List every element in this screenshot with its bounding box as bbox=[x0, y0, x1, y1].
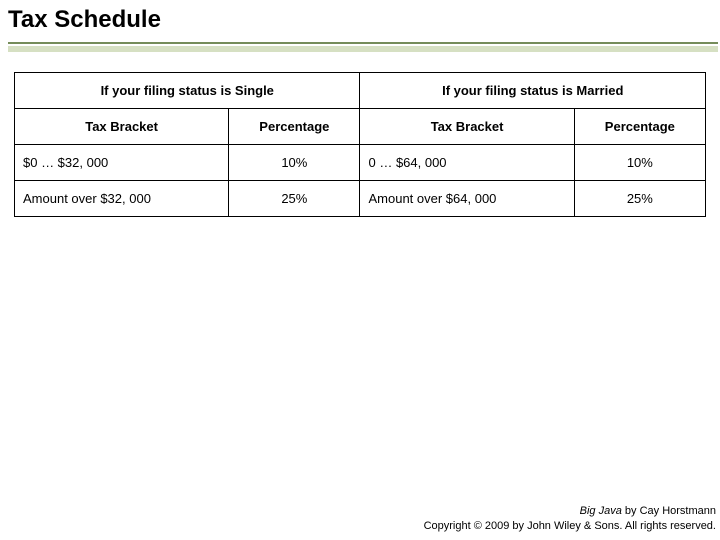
title-block: Tax Schedule bbox=[0, 0, 720, 52]
page-title: Tax Schedule bbox=[8, 6, 720, 34]
sub-header-row: Tax Bracket Percentage Tax Bracket Perce… bbox=[15, 109, 706, 145]
single-pct-cell: 25% bbox=[229, 181, 360, 217]
tax-table-wrap: If your filing status is Single If your … bbox=[14, 72, 706, 217]
underline-light bbox=[8, 46, 718, 52]
status-married-header: If your filing status is Married bbox=[360, 73, 706, 109]
single-percentage-header: Percentage bbox=[229, 109, 360, 145]
married-pct-cell: 10% bbox=[574, 145, 705, 181]
table-row: Amount over $32, 000 25% Amount over $64… bbox=[15, 181, 706, 217]
married-percentage-header: Percentage bbox=[574, 109, 705, 145]
footer-line-1: Big Java by Cay Horstmann bbox=[424, 504, 716, 519]
status-single-header: If your filing status is Single bbox=[15, 73, 360, 109]
status-header-row: If your filing status is Single If your … bbox=[15, 73, 706, 109]
married-bracket-cell: Amount over $64, 000 bbox=[360, 181, 574, 217]
single-pct-cell: 10% bbox=[229, 145, 360, 181]
tax-table: If your filing status is Single If your … bbox=[14, 72, 706, 217]
footer-copyright: Copyright © 2009 by John Wiley & Sons. A… bbox=[424, 519, 716, 534]
footer-byline: by Cay Horstmann bbox=[622, 505, 716, 517]
married-bracket-header: Tax Bracket bbox=[360, 109, 574, 145]
title-underline bbox=[8, 42, 720, 52]
married-bracket-cell: 0 … $64, 000 bbox=[360, 145, 574, 181]
single-bracket-cell: $0 … $32, 000 bbox=[15, 145, 229, 181]
single-bracket-cell: Amount over $32, 000 bbox=[15, 181, 229, 217]
single-bracket-header: Tax Bracket bbox=[15, 109, 229, 145]
footer-book-title: Big Java bbox=[580, 505, 622, 517]
married-pct-cell: 25% bbox=[574, 181, 705, 217]
footer: Big Java by Cay Horstmann Copyright © 20… bbox=[424, 504, 716, 534]
table-row: $0 … $32, 000 10% 0 … $64, 000 10% bbox=[15, 145, 706, 181]
underline-dark bbox=[8, 42, 718, 44]
